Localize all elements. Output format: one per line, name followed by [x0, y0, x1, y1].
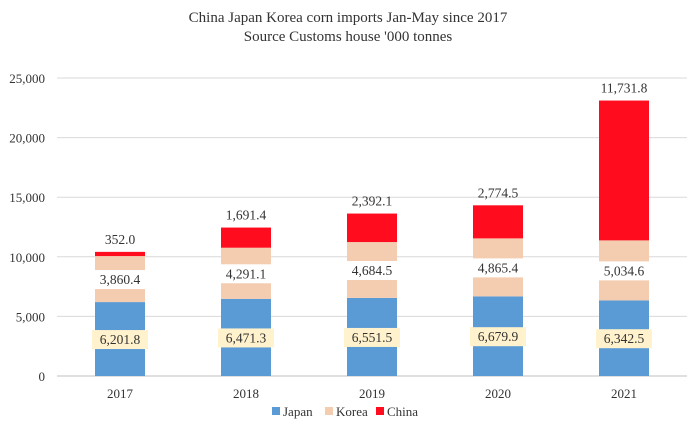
x-tick-label: 2018 [233, 386, 259, 401]
data-label-bg [92, 270, 148, 290]
y-tick-label: 5,000 [16, 309, 45, 324]
bar-segment-china [95, 251, 145, 257]
bar-segment-china [473, 205, 523, 239]
data-label: 4,865.4 [478, 260, 519, 275]
legend: Japan Korea China [272, 404, 418, 419]
data-label-bg [218, 328, 274, 348]
legend-label: China [387, 404, 418, 419]
data-label-bg [218, 264, 274, 284]
data-label-bg [344, 260, 400, 280]
y-tick-label: 25,000 [9, 71, 45, 86]
data-label: 2,774.5 [478, 185, 519, 200]
bar-segment-china [347, 213, 397, 243]
bar-segment-china [599, 100, 649, 241]
data-label-bg [344, 327, 400, 347]
chart-subtitle: Source Customs house '000 tonnes [244, 29, 453, 45]
y-axis: 0 5,000 10,000 15,000 20,000 25,000 [9, 71, 45, 384]
y-tick-label: 20,000 [9, 131, 45, 146]
data-label-bg [596, 261, 652, 281]
x-tick-label: 2021 [611, 386, 637, 401]
x-tick-label: 2017 [107, 386, 134, 401]
data-label: 6,342.5 [604, 331, 645, 346]
y-tick-label: 15,000 [9, 190, 45, 205]
data-label-bg [470, 327, 526, 347]
data-label: 3,860.4 [100, 272, 141, 287]
y-tick-label: 10,000 [9, 250, 45, 265]
data-label: 5,034.6 [604, 263, 645, 278]
data-label: 4,291.1 [226, 266, 267, 281]
data-label: 1,691.4 [226, 208, 267, 223]
chart-title: China Japan Korea corn imports Jan-May s… [189, 10, 508, 26]
data-label: 6,551.5 [352, 330, 393, 345]
bar-segment-china [221, 227, 271, 248]
y-tick-label: 0 [39, 369, 46, 384]
data-label-bg [470, 258, 526, 278]
legend-label: Korea [336, 404, 368, 419]
legend-swatch-korea [325, 407, 333, 415]
legend-swatch-china [376, 407, 384, 415]
data-label-bg [92, 330, 148, 350]
bars: 6,201.8 3,860.4 352.0 6,471.3 4,291.1 1,691.4… [92, 81, 652, 376]
x-tick-label: 2020 [485, 386, 511, 401]
data-label: 11,731.8 [601, 81, 648, 96]
legend-label: Japan [283, 404, 313, 419]
data-label: 6,471.3 [226, 330, 267, 345]
data-label: 352.0 [105, 232, 136, 247]
legend-swatch-japan [272, 407, 280, 415]
data-label-bg [596, 329, 652, 349]
data-label: 4,684.5 [352, 263, 393, 278]
x-axis: 2017 2018 2019 2020 2021 [107, 386, 637, 401]
x-tick-label: 2019 [359, 386, 385, 401]
data-label: 6,679.9 [478, 329, 519, 344]
data-label: 2,392.1 [352, 194, 393, 209]
data-label: 6,201.8 [100, 332, 141, 347]
